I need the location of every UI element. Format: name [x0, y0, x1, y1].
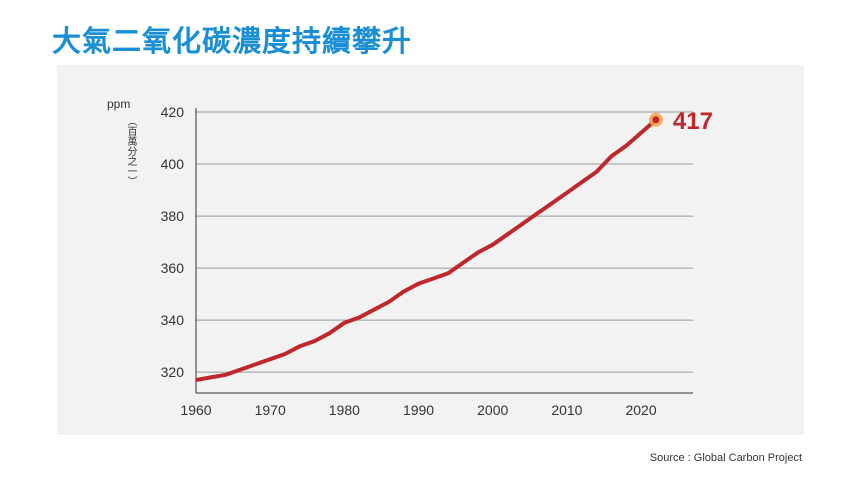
y-tick-label-340: 340: [161, 312, 185, 328]
x-tick-label-1980: 1980: [329, 402, 360, 418]
y-axis-label: ppm: [107, 97, 131, 111]
x-tick-label-2020: 2020: [625, 402, 656, 418]
x-tick-label-1990: 1990: [403, 402, 434, 418]
source-note: Source : Global Carbon Project: [649, 452, 802, 464]
y-tick-label-360: 360: [161, 260, 185, 276]
y-tick-label-420: 420: [161, 104, 185, 120]
y-tick-label-380: 380: [161, 208, 185, 224]
chart-title: 大氣二氧化碳濃度持續攀升: [52, 24, 413, 58]
y-axis-sublabel: （百萬分之一）: [125, 116, 136, 186]
x-tick-label-1960: 1960: [180, 402, 211, 418]
x-tick-label-1970: 1970: [255, 402, 286, 418]
x-tick-label-2010: 2010: [551, 402, 582, 418]
latest-value-label: 417: [673, 108, 713, 135]
y-tick-label-400: 400: [161, 156, 185, 172]
co2-series-line: [196, 117, 658, 383]
latest-point: [652, 116, 660, 124]
y-tick-label-320: 320: [161, 364, 185, 380]
chart-panel: [57, 65, 804, 435]
x-tick-label-2000: 2000: [477, 402, 508, 418]
